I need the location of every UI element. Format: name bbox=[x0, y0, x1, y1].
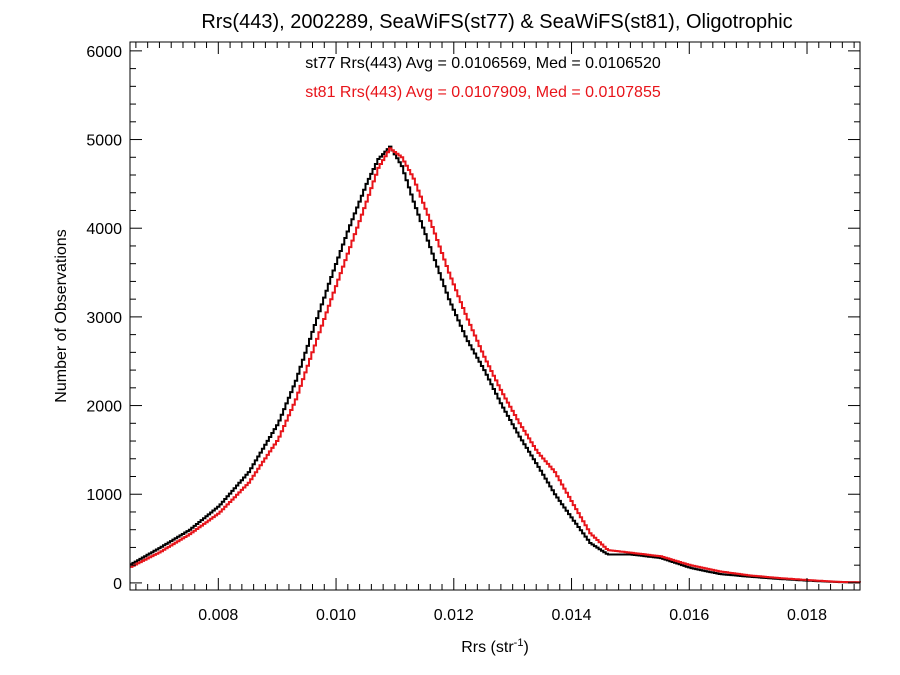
x-tick-label: 0.018 bbox=[787, 607, 827, 624]
series-0-line bbox=[130, 145, 861, 584]
annotation-st77: st77 Rrs(443) Avg = 0.0106569, Med = 0.0… bbox=[305, 55, 661, 72]
series-1-line bbox=[130, 147, 861, 584]
x-axis-title-close: ) bbox=[523, 639, 528, 656]
y-tick-label: 0 bbox=[113, 576, 122, 593]
annotation-st81: st81 Rrs(443) Avg = 0.0107909, Med = 0.0… bbox=[305, 84, 661, 101]
x-tick-label: 0.010 bbox=[316, 607, 356, 624]
series-layer bbox=[130, 145, 861, 584]
x-axis-title-sup: -1 bbox=[514, 637, 524, 649]
tick-layer: 0.008 0.010 0.012 0.014 0.016 0.018 0 1000 2000 3… bbox=[86, 42, 860, 624]
y-tick-label: 2000 bbox=[86, 399, 122, 416]
x-tick-label: 0.008 bbox=[198, 607, 238, 624]
x-tick-label: 0.016 bbox=[669, 607, 709, 624]
x-axis-title-main: Rrs (str bbox=[461, 639, 514, 656]
x-tick-label: 0.014 bbox=[552, 607, 592, 624]
y-tick-label: 3000 bbox=[86, 310, 122, 327]
y-axis-title: Number of Observations bbox=[53, 229, 70, 402]
x-tick-label: 0.012 bbox=[434, 607, 474, 624]
chart-title: Rrs(443), 2002289, SeaWiFS(st77) & SeaWi… bbox=[201, 11, 792, 33]
x-axis-title: Rrs (str-1) bbox=[461, 637, 529, 656]
y-tick-label: 4000 bbox=[86, 221, 122, 238]
y-tick-label: 6000 bbox=[86, 44, 122, 61]
y-tick-label: 1000 bbox=[86, 487, 122, 504]
y-tick-label: 5000 bbox=[86, 133, 122, 150]
plot-frame bbox=[129, 41, 861, 591]
